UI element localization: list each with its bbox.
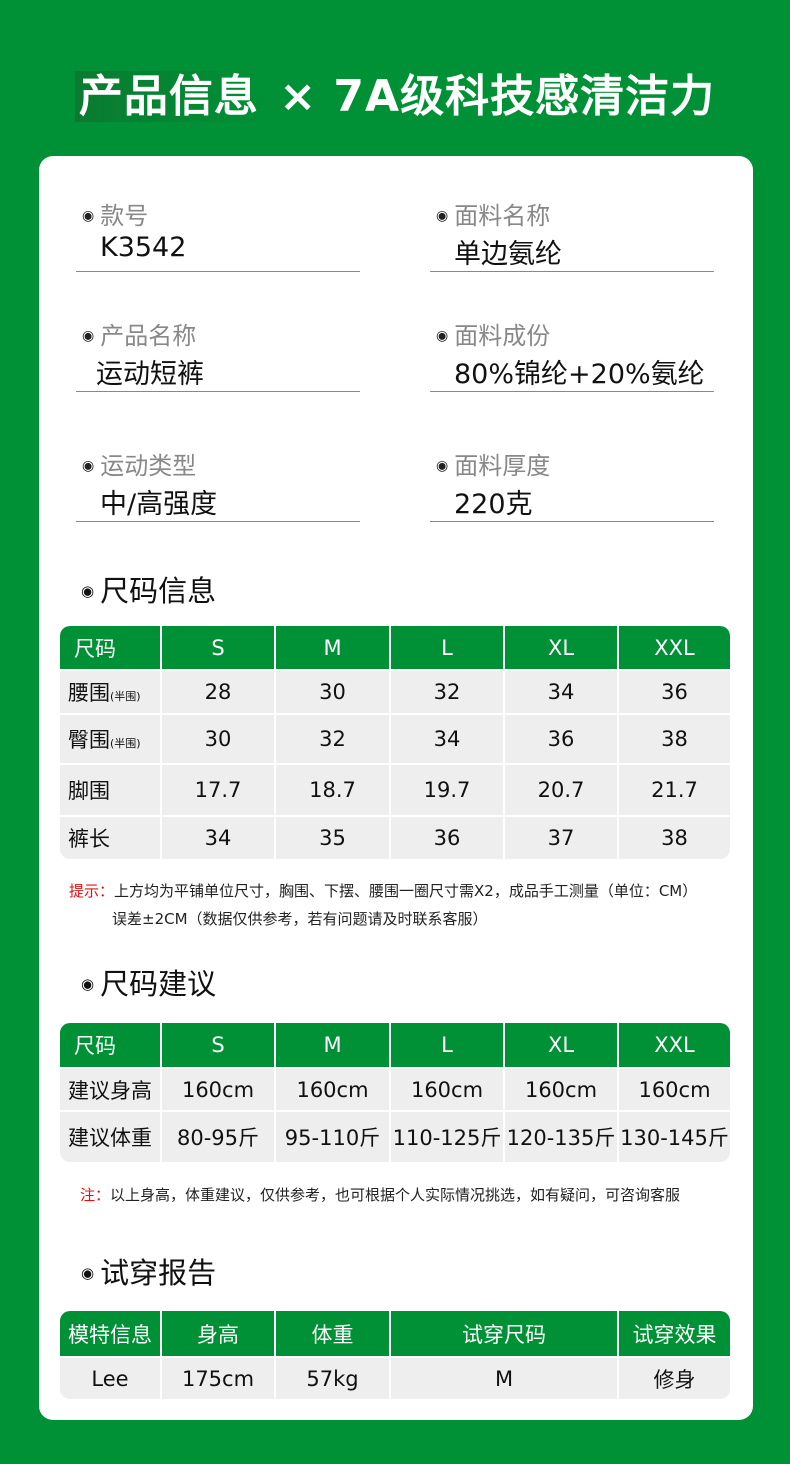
column-header: XL: [504, 1023, 619, 1068]
column-header: 身高: [161, 1311, 276, 1357]
column-header: 尺码: [60, 626, 162, 670]
table-cell: 17.7: [161, 763, 276, 816]
column-header: L: [390, 626, 505, 670]
table-row: 建议体重 80-95斤 95-110斤 110-125斤 120-135斤 130-145…: [60, 1110, 730, 1162]
table-cell: 34: [390, 713, 505, 764]
table-cell: 80-95斤: [161, 1110, 276, 1162]
table-cell: 160cm: [275, 1067, 391, 1111]
column-header: L: [390, 1023, 505, 1068]
table-cell: 21.7: [618, 763, 730, 816]
table-row: 建议身高 160cm 160cm 160cm 160cm 160cm: [60, 1067, 730, 1111]
table-cell: 19.7: [390, 763, 505, 816]
column-header: XL: [504, 626, 619, 670]
table-row: 臀围(半围) 30 32 34 36 38: [60, 713, 730, 764]
row-label: 腰围(半围): [60, 669, 162, 714]
table-row: Lee 175cm 57kg M 修身: [60, 1356, 730, 1399]
column-header: 尺码: [60, 1023, 162, 1068]
table-cell: 20.7: [504, 763, 619, 816]
table-cell: 95-110斤: [275, 1110, 391, 1162]
column-header: S: [161, 1023, 276, 1068]
table-cell: 160cm: [618, 1067, 730, 1111]
column-header: 体重: [275, 1311, 391, 1357]
table-cell: 120-135斤: [504, 1110, 619, 1162]
table-cell: 18.7: [275, 763, 391, 816]
table-cell: 36: [618, 669, 730, 714]
row-label: 臀围(半围): [60, 713, 162, 764]
table-cell: 36: [390, 815, 505, 859]
table-cell: 160cm: [504, 1067, 619, 1111]
table-cell: 37: [504, 815, 619, 859]
row-label: Lee: [60, 1356, 162, 1399]
table-cell: 110-125斤: [390, 1110, 505, 1162]
header-row: 模特信息 身高 体重 试穿尺码 试穿效果: [60, 1311, 730, 1357]
table-cell: 35: [275, 815, 391, 859]
table-cell: 30: [161, 713, 276, 764]
column-header: XXL: [618, 626, 730, 670]
table-cell: 38: [618, 815, 730, 859]
row-label: 建议体重: [60, 1110, 162, 1162]
fitting-report-table: 模特信息 身高 体重 试穿尺码 试穿效果 Lee 175cm 57kg M 修身: [60, 1311, 730, 1399]
page-title: 产品信息 × 7A级科技感清洁力: [0, 60, 790, 124]
size-advice-note: 注：以上身高，体重建议，仅供参考，也可根据个人实际情况挑选，如有疑问，可咨询客服: [80, 1186, 681, 1204]
table-cell: M: [390, 1356, 619, 1399]
row-label: 脚围: [60, 763, 162, 816]
size-info-table: 尺码 S M L XL XXL 腰围(半围) 28 30 32 34 36 臀围(半围) 30 32 34 36…: [60, 626, 730, 859]
table-cell: 修身: [618, 1356, 730, 1399]
table-cell: 34: [504, 669, 619, 714]
row-label: 建议身高: [60, 1067, 162, 1111]
table-row: 裤长 34 35 36 37 38: [60, 815, 730, 859]
column-header: S: [161, 626, 276, 670]
table-cell: 32: [390, 669, 505, 714]
size-info-note: 提示：上方均为平铺单位尺寸，胸围、下摆、腰围一圈尺寸需X2，成品手工测量（单位：…: [69, 882, 698, 928]
table-cell: 32: [275, 713, 391, 764]
header-row: 尺码 S M L XL XXL: [60, 1023, 730, 1068]
column-header: XXL: [618, 1023, 730, 1068]
table-cell: 175cm: [161, 1356, 276, 1399]
size-advice-table: 尺码 S M L XL XXL 建议身高 160cm 160cm 160cm 160cm 160cm 建…: [60, 1023, 730, 1162]
table-row: 脚围 17.7 18.7 19.7 20.7 21.7: [60, 763, 730, 816]
column-header: M: [275, 1023, 391, 1068]
header-row: 尺码 S M L XL XXL: [60, 626, 730, 670]
table-cell: 160cm: [161, 1067, 276, 1111]
column-header: 试穿尺码: [390, 1311, 619, 1357]
section-title-size-advice: 尺码建议: [81, 961, 216, 1003]
table-cell: 34: [161, 815, 276, 859]
section-title-fitting: 试穿报告: [81, 1250, 216, 1292]
row-label: 裤长: [60, 815, 162, 859]
table-row: 腰围(半围) 28 30 32 34 36: [60, 669, 730, 714]
table-cell: 160cm: [390, 1067, 505, 1111]
table-cell: 36: [504, 713, 619, 764]
table-cell: 57kg: [275, 1356, 391, 1399]
column-header: 模特信息: [60, 1311, 162, 1357]
table-cell: 130-145斤: [618, 1110, 730, 1162]
column-header: M: [275, 626, 391, 670]
section-title-size-info: 尺码信息: [81, 568, 216, 610]
table-cell: 30: [275, 669, 391, 714]
column-header: 试穿效果: [618, 1311, 730, 1357]
table-cell: 28: [161, 669, 276, 714]
table-cell: 38: [618, 713, 730, 764]
